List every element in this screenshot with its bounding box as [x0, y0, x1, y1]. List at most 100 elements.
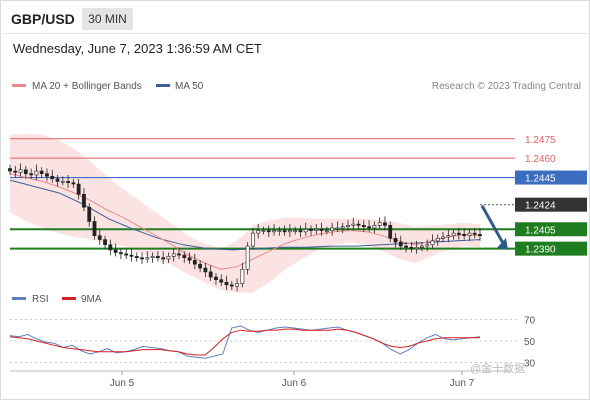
- candle-body: [219, 279, 224, 283]
- candle-body: [29, 173, 34, 176]
- candle-body: [60, 181, 65, 183]
- forecast-arrow-head: [497, 237, 508, 250]
- candle-body: [383, 222, 387, 226]
- candle-body: [50, 175, 55, 180]
- candle-body: [66, 181, 70, 184]
- candle-body: [372, 225, 377, 229]
- candle-body: [356, 223, 361, 226]
- main-plot-area: 1.2475 1.2460 1.2445 1.2424 1.2405 1.2390: [8, 133, 587, 293]
- candle-body: [23, 169, 28, 174]
- candle-body: [340, 226, 345, 229]
- ma50-legend-swatch: [156, 84, 170, 87]
- candle-body: [124, 253, 129, 256]
- candle-body: [18, 169, 23, 173]
- rsi-ma-line: [9, 328, 480, 356]
- pivot-label: 1.2445: [525, 174, 556, 185]
- candle-body: [103, 239, 107, 246]
- candle-body: [208, 271, 213, 278]
- rsi-plot-area: 70 50 30: [9, 315, 536, 370]
- chart-datetime: Wednesday, June 7, 2023 1:36:59 AM CET: [13, 41, 262, 56]
- candle-body: [388, 225, 393, 239]
- candle-body: [182, 254, 187, 258]
- candle-body: [409, 247, 414, 249]
- candle-body: [45, 173, 49, 177]
- support-1-label: 1.2405: [525, 225, 556, 236]
- candle-body: [303, 228, 308, 233]
- candle-body: [97, 235, 102, 240]
- candle-body: [108, 244, 113, 251]
- support-2-tag: [515, 241, 587, 256]
- candle-body: [55, 178, 60, 182]
- candle-body: [425, 244, 430, 247]
- candle-body: [277, 230, 282, 232]
- candle-body: [256, 230, 261, 234]
- rsi-legend-swatch: [12, 297, 26, 300]
- candle-body: [166, 256, 171, 260]
- candle-body: [441, 236, 445, 239]
- x-tick-label: Jun 7: [450, 378, 475, 389]
- candle-body: [377, 222, 382, 226]
- candle-body: [462, 234, 467, 237]
- candle-body: [192, 259, 197, 265]
- resistance-1-label: 1.2460: [525, 154, 556, 165]
- rsi-ma-legend-label: 9MA: [81, 294, 102, 305]
- ma20-legend-label: MA 20 + Bollinger Bands: [32, 81, 142, 92]
- candle-body: [346, 225, 350, 227]
- x-tick-label: Jun 5: [110, 378, 135, 389]
- candle-body: [71, 182, 76, 185]
- candle-body: [266, 230, 271, 233]
- candle-body: [261, 230, 266, 232]
- candle-body: [298, 230, 303, 233]
- x-axis: Jun 5 Jun 6 Jun 7: [110, 371, 475, 389]
- candle-body: [472, 232, 477, 235]
- candle-body: [309, 228, 313, 231]
- candle-body: [13, 170, 18, 173]
- ma20-line: [9, 173, 481, 270]
- candle-body: [203, 267, 208, 273]
- bollinger-band: [10, 133, 480, 293]
- watermark: @金十数据: [470, 361, 525, 375]
- rsi-tick-50: 50: [524, 337, 536, 348]
- candle-body: [155, 256, 160, 258]
- candle-body: [335, 227, 340, 230]
- candle-body: [229, 284, 234, 287]
- candle-body: [330, 227, 335, 231]
- candle-body: [293, 230, 298, 232]
- candle-body: [161, 257, 166, 260]
- candle-body: [430, 240, 435, 246]
- candle-body: [240, 269, 245, 284]
- candle-body: [446, 235, 451, 238]
- candle-body: [145, 257, 150, 260]
- candle-body: [478, 234, 482, 237]
- rsi-tick-70: 70: [524, 315, 536, 326]
- candle-body: [467, 232, 472, 237]
- rsi-ma-legend-swatch: [62, 297, 76, 300]
- candle-body: [140, 257, 144, 260]
- candle-body: [367, 226, 372, 229]
- research-credit: Research © 2023 Trading Central: [432, 81, 581, 92]
- ma50-legend-label: MA 50: [175, 81, 204, 92]
- candle-body: [8, 168, 12, 172]
- candle-body: [129, 254, 134, 257]
- candle-body: [398, 241, 403, 247]
- candle-body: [39, 170, 44, 174]
- candle-body: [404, 245, 408, 248]
- candle-body: [134, 256, 139, 258]
- candle-body: [34, 170, 39, 176]
- header-divider: [0, 33, 590, 34]
- candle-body: [198, 263, 203, 269]
- resistance-2-label: 1.2475: [525, 135, 556, 146]
- candle-body: [251, 232, 255, 247]
- candle-body: [314, 228, 319, 231]
- candle-body: [287, 230, 292, 233]
- rsi-legend-label: RSI: [32, 294, 49, 305]
- candle-body: [235, 283, 239, 287]
- timeframe-button[interactable]: 30 MIN: [82, 8, 133, 30]
- candle-body: [414, 247, 419, 249]
- ma20-legend-swatch: [12, 84, 26, 87]
- candle-body: [214, 276, 218, 280]
- last-price-tag: [515, 197, 587, 212]
- candle-body: [456, 232, 461, 235]
- candle-body: [245, 245, 250, 270]
